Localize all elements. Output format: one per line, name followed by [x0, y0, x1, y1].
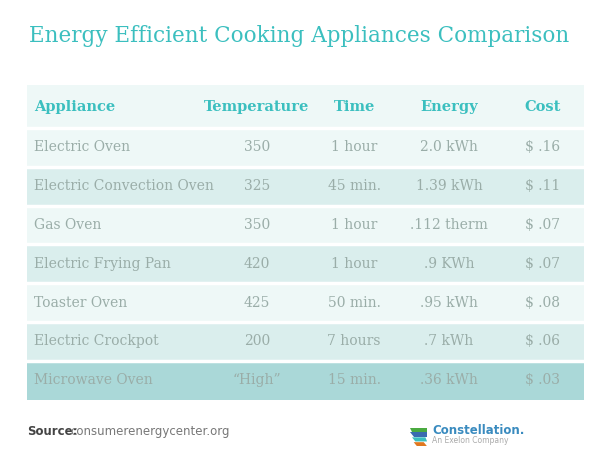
Text: 50 min.: 50 min.	[328, 296, 381, 310]
Text: .95 kWh: .95 kWh	[420, 296, 478, 310]
Text: $ .03: $ .03	[525, 373, 559, 387]
Text: 15 min.: 15 min.	[328, 373, 381, 387]
Polygon shape	[412, 438, 427, 442]
Text: Electric Convection Oven: Electric Convection Oven	[34, 179, 214, 193]
Text: 7 hours: 7 hours	[328, 334, 381, 348]
Text: $ .11: $ .11	[525, 179, 560, 193]
Text: Electric Oven: Electric Oven	[34, 140, 130, 154]
Text: 425: 425	[244, 296, 270, 310]
Text: 2.0 kWh: 2.0 kWh	[420, 140, 478, 154]
Text: 45 min.: 45 min.	[328, 179, 381, 193]
Text: $ .16: $ .16	[525, 140, 560, 154]
Text: $ .06: $ .06	[525, 334, 559, 348]
Text: Source:: Source:	[27, 426, 77, 438]
Text: .112 therm: .112 therm	[410, 218, 488, 232]
Text: .9 KWh: .9 KWh	[423, 257, 474, 271]
Text: 350: 350	[244, 140, 270, 154]
Polygon shape	[410, 428, 427, 432]
Text: Constellation.: Constellation.	[432, 424, 525, 437]
Text: Time: Time	[334, 100, 375, 114]
Text: 420: 420	[244, 257, 270, 271]
Text: 200: 200	[244, 334, 270, 348]
Text: $ .07: $ .07	[525, 218, 560, 232]
Text: 1 hour: 1 hour	[331, 218, 377, 232]
Text: Appliance: Appliance	[34, 100, 116, 114]
Text: An Exelon Company: An Exelon Company	[432, 436, 509, 445]
Text: Gas Oven: Gas Oven	[34, 218, 101, 232]
Polygon shape	[410, 432, 427, 437]
Text: Microwave Oven: Microwave Oven	[34, 373, 153, 387]
Text: Temperature: Temperature	[204, 100, 310, 114]
Text: 350: 350	[244, 218, 270, 232]
Text: Toaster Oven: Toaster Oven	[34, 296, 128, 310]
Text: 325: 325	[244, 179, 270, 193]
Text: .36 kWh: .36 kWh	[420, 373, 478, 387]
Text: Electric Frying Pan: Electric Frying Pan	[34, 257, 171, 271]
Text: 1 hour: 1 hour	[331, 257, 377, 271]
Text: .7 kWh: .7 kWh	[424, 334, 474, 348]
Text: Cost: Cost	[524, 100, 561, 114]
Text: Energy: Energy	[420, 100, 478, 114]
Polygon shape	[414, 442, 427, 446]
Text: “High”: “High”	[232, 373, 281, 387]
Text: Electric Crockpot: Electric Crockpot	[34, 334, 159, 348]
Text: consumerenergycenter.org: consumerenergycenter.org	[71, 426, 230, 438]
Text: Energy Efficient Cooking Appliances Comparison: Energy Efficient Cooking Appliances Comp…	[29, 25, 570, 48]
Text: 1.39 kWh: 1.39 kWh	[416, 179, 482, 193]
Text: $ .08: $ .08	[525, 296, 559, 310]
Text: $ .07: $ .07	[525, 257, 560, 271]
Text: 1 hour: 1 hour	[331, 140, 377, 154]
